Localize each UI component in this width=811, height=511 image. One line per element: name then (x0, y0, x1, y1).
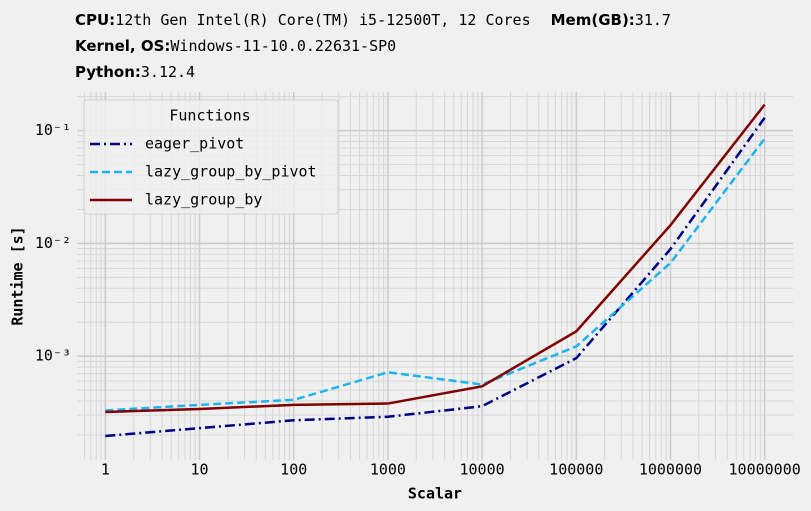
x-tick-label: 10 (191, 461, 209, 479)
title-value: 3.12.4 (141, 63, 195, 81)
y-axis-label: Runtime [s] (9, 226, 27, 325)
x-axis-label: Scalar (408, 485, 462, 503)
x-tick-label: 1 (101, 461, 110, 479)
title-line: CPU:12th Gen Intel(R) Core(TM) i5-12500T… (75, 11, 671, 29)
x-tick-label: 10000000 (729, 461, 801, 479)
title-key: CPU: (75, 11, 115, 29)
x-tick-label: 100 (280, 461, 307, 479)
data-line (105, 103, 766, 414)
title-line: Kernel, OS:Windows-11-10.0.22631-SP0 (75, 37, 396, 55)
title-value: 31.7 (635, 11, 671, 29)
data-line (105, 117, 766, 438)
x-tick-label: 1000 (370, 461, 406, 479)
title-key: Mem(GB): (551, 11, 635, 29)
x-tick-label: 1000000 (639, 461, 702, 479)
y-tick-label: 10⁻³ (35, 347, 71, 365)
legend-label: lazy_group_by_pivot (145, 163, 317, 181)
title-value: Windows-11-10.0.22631-SP0 (170, 37, 396, 55)
legend-box (83, 99, 339, 215)
title-key: Kernel, OS: (75, 37, 170, 55)
y-tick-label: 10⁻² (35, 234, 71, 252)
legend-label: lazy_group_by (145, 191, 262, 209)
title-key: Python: (75, 63, 141, 81)
y-tick-label: 10⁻¹ (35, 121, 71, 139)
title-value: 12th Gen Intel(R) Core(TM) i5-12500T, 12… (115, 11, 530, 29)
x-tick-label: 100000 (549, 461, 603, 479)
legend-label: eager_pivot (145, 135, 244, 153)
x-tick-label: 10000 (460, 461, 505, 479)
legend-title: Functions (169, 107, 250, 125)
title-line: Python:3.12.4 (75, 63, 195, 81)
data-line (105, 137, 766, 412)
